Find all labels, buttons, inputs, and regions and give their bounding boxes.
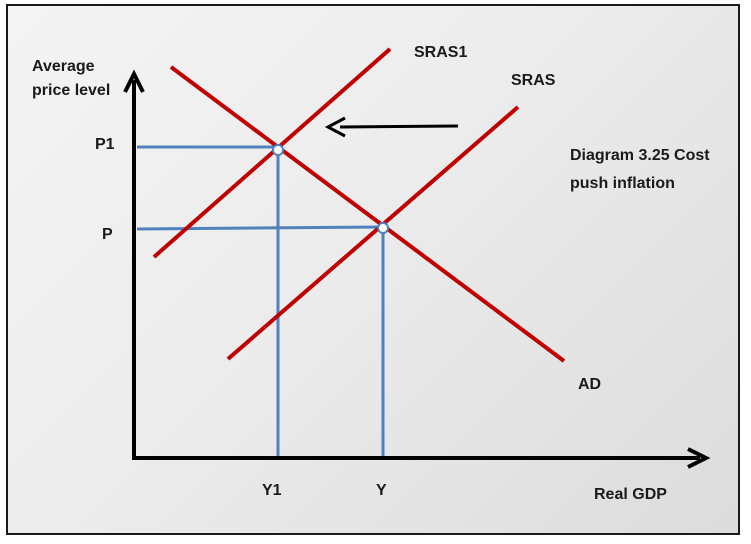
diagram-caption: Diagram 3.25 Cost push inflation [570,147,710,192]
sras1-label: SRAS1 [414,44,468,61]
sras-label: SRAS [511,72,556,89]
p-tick-label: P [102,226,113,243]
diagram-frame [6,4,740,535]
y-tick-label: Y [376,482,387,499]
ad-curve [169,65,566,363]
y-axis [123,69,145,460]
y1-tick-label: Y1 [262,482,282,499]
p-guide-line [136,225,384,231]
equilibrium-point-p1-y1 [272,144,284,156]
y-axis-label: Average price level [32,58,111,99]
equilibrium-point-p-y [377,222,389,234]
sras1-curve [152,47,392,259]
x-axis-label: Real GDP [594,486,667,503]
p1-tick-label: P1 [95,136,115,153]
leftward-shift-arrow [324,116,459,138]
x-axis [132,447,711,469]
sras-curve [226,105,520,361]
ad-label: AD [578,376,602,393]
